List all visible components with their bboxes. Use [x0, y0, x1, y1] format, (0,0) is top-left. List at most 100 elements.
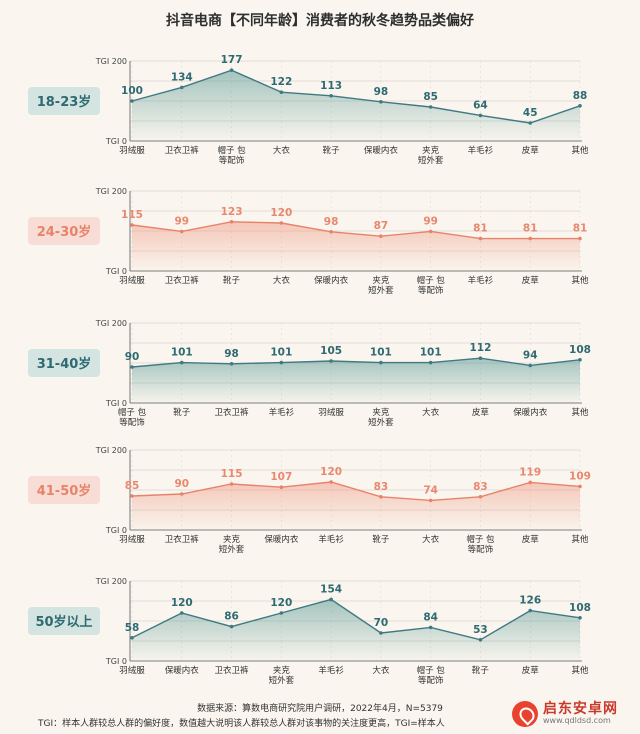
x-tick-label: 保暖内衣: [314, 275, 349, 286]
data-label: 87: [374, 220, 389, 232]
data-label: 58: [125, 622, 140, 634]
data-point: [379, 495, 383, 499]
x-tick-label: 皮草: [472, 407, 490, 418]
data-label: 90: [174, 478, 189, 490]
age-group-label: 50岁以上: [35, 614, 92, 630]
data-point: [379, 234, 383, 238]
chart-panel-2: TGI 0 TGI 200 115 羽绒服 99 卫衣卫裤 123 靴子 120 大衣 98 保暖内衣…: [28, 187, 589, 296]
data-label: 99: [423, 215, 438, 227]
x-tick-label: 靴子: [223, 275, 241, 286]
series-line: [131, 221, 580, 240]
x-tick-label: 羽绒服: [119, 145, 145, 156]
x-tick-label: 保暖内衣: [165, 665, 200, 676]
data-point: [578, 616, 582, 620]
data-point: [229, 68, 234, 72]
x-tick-label: 帽子 包: [417, 665, 446, 676]
data-point: [478, 113, 483, 118]
data-label: 108: [569, 344, 591, 356]
x-tick-label: 帽子 包: [217, 145, 246, 156]
series-line: [131, 598, 581, 641]
data-point: [329, 94, 333, 98]
age-group-label: 41-50岁: [37, 483, 92, 499]
x-tick-label: 短外套: [368, 285, 394, 296]
data-point: [478, 638, 483, 642]
data-point: [578, 104, 582, 108]
series-area: [132, 221, 580, 271]
x-tick-label: 保暖内衣: [513, 407, 548, 418]
data-label: 120: [270, 597, 292, 609]
data-point: [528, 121, 533, 125]
data-label: 115: [121, 209, 143, 221]
data-label: 123: [221, 206, 243, 218]
x-tick-label: 等配饰: [468, 544, 494, 555]
x-tick-label: 短外套: [269, 675, 295, 686]
x-tick-label: 靴子: [323, 145, 341, 156]
data-label: 108: [569, 602, 591, 614]
data-label: 45: [523, 107, 538, 119]
watermark-name: 启东安卓网: [543, 700, 618, 717]
data-point: [279, 90, 284, 94]
x-tick-label: 靴子: [372, 534, 390, 545]
series-area: [132, 482, 580, 530]
data-point: [379, 100, 383, 104]
tgi-definition-note: TGI：样本人群较总人群的偏好度，数值越大说明该人群较总人群对该事物的关注度更高…: [38, 719, 445, 729]
data-label: 120: [320, 466, 342, 478]
data-label: 85: [125, 480, 140, 492]
data-point: [478, 236, 483, 241]
data-label: 88: [573, 90, 588, 102]
data-point: [130, 99, 134, 103]
x-tick-label: 羊毛衫: [318, 665, 344, 676]
data-label: 101: [171, 347, 193, 359]
data-point: [578, 484, 582, 489]
data-point: [179, 229, 184, 234]
x-tick-label: 羊毛衫: [269, 407, 295, 418]
x-tick-label: 夹克: [422, 145, 440, 156]
x-tick-label: 夹克: [372, 275, 390, 286]
y-tick-label: TGI 200: [95, 446, 127, 455]
data-point: [329, 480, 333, 484]
data-point: [528, 236, 533, 241]
data-point: [229, 482, 234, 486]
y-tick-label: TGI 0: [105, 399, 127, 408]
data-source-note: 数据来源：算数电商研究院用户调研，2022年4月，N=5379: [197, 704, 443, 714]
y-tick-label: TGI 0: [105, 267, 127, 276]
data-point: [130, 494, 134, 498]
y-tick-label: TGI 200: [95, 319, 127, 328]
x-tick-label: 大衣: [422, 407, 440, 418]
data-label: 100: [121, 85, 143, 97]
y-tick-label: TGI 200: [95, 57, 127, 66]
data-point: [329, 230, 333, 234]
data-point: [329, 597, 333, 602]
age-group-badge: [28, 476, 100, 504]
x-tick-label: 羽绒服: [318, 407, 344, 418]
x-tick-label: 等配饰: [418, 675, 444, 686]
age-group-label: 31-40岁: [37, 356, 92, 372]
data-point: [279, 221, 284, 225]
x-tick-label: 卫衣卫裤: [215, 407, 250, 418]
data-point: [578, 358, 582, 362]
x-tick-label: 保暖内衣: [264, 534, 299, 545]
data-point: [179, 85, 184, 90]
data-label: 84: [423, 611, 438, 623]
x-tick-label: 大衣: [372, 665, 390, 676]
data-point: [329, 359, 333, 363]
data-point: [130, 365, 134, 369]
series-area: [132, 599, 580, 661]
age-group-label: 18-23岁: [37, 94, 92, 110]
age-group-badge: [28, 217, 100, 245]
data-label: 64: [473, 99, 488, 111]
y-tick-label: TGI 0: [105, 526, 127, 535]
data-label: 120: [270, 207, 292, 219]
data-label: 105: [320, 345, 342, 357]
x-tick-label: 帽子 包: [466, 534, 495, 545]
series-area: [132, 358, 580, 403]
data-label: 83: [473, 481, 488, 493]
data-label: 112: [469, 342, 491, 354]
x-tick-label: 夹克: [372, 407, 390, 418]
data-label: 99: [174, 215, 189, 227]
x-tick-label: 其他: [571, 407, 589, 418]
data-label: 101: [370, 347, 392, 359]
